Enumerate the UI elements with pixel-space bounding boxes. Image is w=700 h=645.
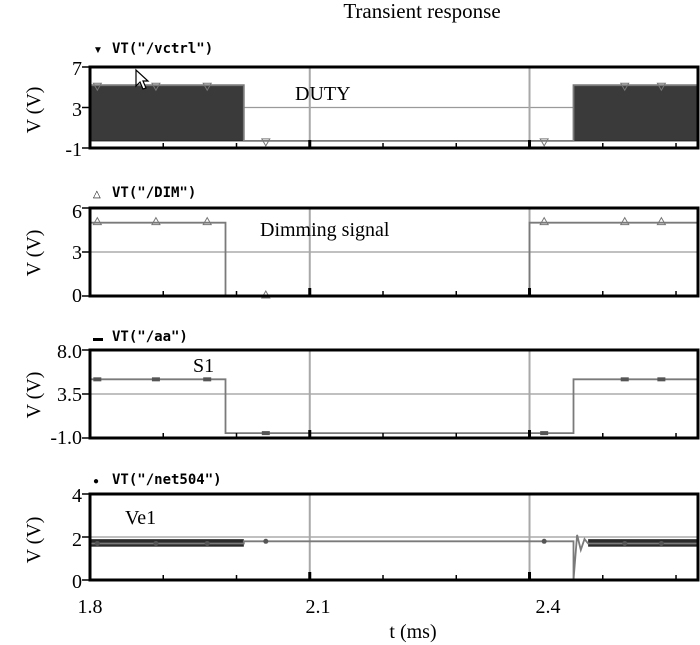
panel-dim-marker [202,216,213,226]
panel-dim-plot [82,206,700,299]
panel-aa-marker [657,377,666,382]
panel-dim-marker [92,216,103,226]
panel-ctrl-marker [92,82,103,92]
panel-net504-ytick-bottom: 0 [72,571,82,593]
panel-net504-marker [263,538,269,544]
panel-aa-ytick-top: 8.0 [57,341,82,363]
panel-net504-series-line [90,534,698,581]
panel-aa-series-line [90,378,698,435]
panel-net504-marker [94,540,100,546]
cursor-pointer-icon [135,68,150,90]
panel-aa-marker [620,377,629,382]
panel-ctrl-marker [619,82,630,92]
panel-ctrl-ylabel: V (V) [23,87,45,134]
panel-dim-marker [539,216,550,226]
panel-dim-marker [656,216,667,226]
panel-aa: VT("/aa") ▬ S1 8.0 3.5 -1.0 V (V) [23,329,700,449]
panel-dim-ylabel: V (V) [23,230,45,277]
panel-aa-ylabel: V (V) [23,372,45,419]
panel-dim-marker [151,216,161,226]
panel-aa-plot [82,348,700,440]
panel-dim-ytick-top: 6 [72,201,82,223]
panel-net504-marker [204,540,210,546]
panel-dim-ytick-bottom: 0 [72,285,82,307]
chart-title: Transient response [343,0,500,23]
x-axis-label: t (ms) [389,621,436,643]
panel-ctrl-series-line [90,84,698,142]
panel-aa-annotation: S1 [193,355,214,377]
panel-ctrl-marker [539,138,550,147]
panel-aa-marker [261,431,270,436]
panel-aa-marker [151,377,160,382]
panel-net504-marker [658,540,664,546]
panel-net504-marker [153,540,159,546]
panel-aa-marker [93,377,102,382]
panel-aa-marker [540,431,549,436]
panel-net504-marker-icon: ● [93,476,99,487]
panel-net504-ylabel: V (V) [23,517,45,564]
panel-net504-ytick-top: 4 [72,485,82,507]
panel-net504-signal-label: VT("/net504") [112,472,222,488]
panel-dim-signal-label: VT("/DIM") [112,185,196,201]
panel-ctrl-marker [202,82,213,92]
x-tick-label-1: 1.8 [78,596,103,618]
panel-ctrl-filled-region [572,84,699,142]
panel-aa-ytick-bottom: -1.0 [50,427,82,449]
panel-dim: VT("/DIM") △ Dimming signal 6 3 0 V (V) [23,185,700,307]
x-tick-label-3: 2.4 [536,596,561,618]
panel-dim-marker [619,216,630,226]
panel-aa-signal-label: VT("/aa") [112,329,188,345]
panel-net504-marker [541,538,547,544]
panel-dim-ytick-mid: 3 [72,242,82,264]
panel-ctrl-filled-region [89,84,245,142]
panel-dim-marker-icon: △ [93,189,101,200]
panel-ctrl-ytick-top: 7 [72,58,82,80]
panel-ctrl-annotation: DUTY [295,83,351,105]
panel-ctrl: VT("/vctrl") ▼ DUTY 7 3 -1 V (V) [23,41,700,161]
panel-ctrl-ytick-bottom: -1 [65,139,82,161]
panel-net504-plot [82,492,700,582]
panel-aa-ytick-mid: 3.5 [57,384,82,406]
panel-net504-marker [622,540,628,546]
panel-net504-annotation: Ve1 [125,507,156,529]
x-tick-label-2: 2.1 [306,596,331,618]
panel-ctrl-marker [260,138,271,147]
panel-ctrl-marker [151,82,161,92]
panel-ctrl-marker [656,82,667,92]
panel-net504-ytick-mid: 2 [72,529,82,551]
panel-aa-marker-icon: ▬ [93,333,103,344]
panel-ctrl-plot [82,65,700,150]
panel-aa-marker [203,377,212,382]
panel-ctrl-ytick-mid: 3 [72,99,82,121]
panel-dim-annotation: Dimming signal [260,219,390,241]
panel-ctrl-signal-label: VT("/vctrl") [112,41,213,57]
panel-net504: VT("/net504") ● Ve1 4 2 0 V (V) [23,472,700,593]
panel-ctrl-marker-icon: ▼ [93,45,103,56]
